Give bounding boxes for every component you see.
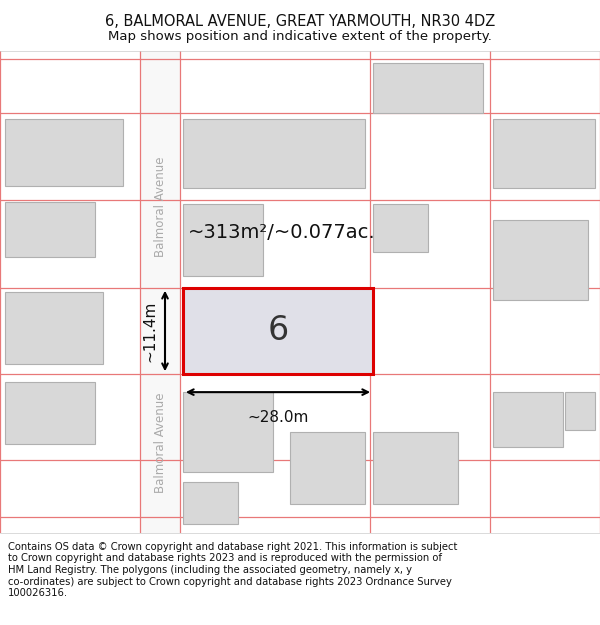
Bar: [183, 392, 273, 472]
Bar: [5, 119, 123, 186]
Bar: [373, 204, 428, 252]
Text: Contains OS data © Crown copyright and database right 2021. This information is : Contains OS data © Crown copyright and d…: [8, 542, 457, 598]
Bar: [183, 482, 238, 524]
Text: Balmoral Avenue: Balmoral Avenue: [154, 156, 167, 257]
Bar: [183, 288, 373, 374]
Bar: [183, 204, 263, 276]
Text: ~28.0m: ~28.0m: [247, 410, 308, 425]
Bar: [373, 63, 483, 113]
Bar: [5, 202, 95, 257]
Bar: [373, 432, 458, 504]
Text: ~313m²/~0.077ac.: ~313m²/~0.077ac.: [188, 223, 376, 243]
Text: 6, BALMORAL AVENUE, GREAT YARMOUTH, NR30 4DZ: 6, BALMORAL AVENUE, GREAT YARMOUTH, NR30…: [105, 14, 495, 29]
Bar: [5, 292, 103, 364]
Bar: [5, 382, 95, 444]
Bar: [140, 51, 180, 532]
Bar: [493, 119, 595, 188]
Text: 6: 6: [268, 314, 289, 348]
Bar: [290, 432, 365, 504]
Bar: [565, 392, 595, 430]
Bar: [493, 219, 588, 300]
Bar: [493, 392, 563, 448]
Bar: [183, 119, 365, 188]
Text: Balmoral Avenue: Balmoral Avenue: [154, 392, 167, 492]
Text: Map shows position and indicative extent of the property.: Map shows position and indicative extent…: [108, 30, 492, 43]
Text: ~11.4m: ~11.4m: [142, 300, 157, 362]
